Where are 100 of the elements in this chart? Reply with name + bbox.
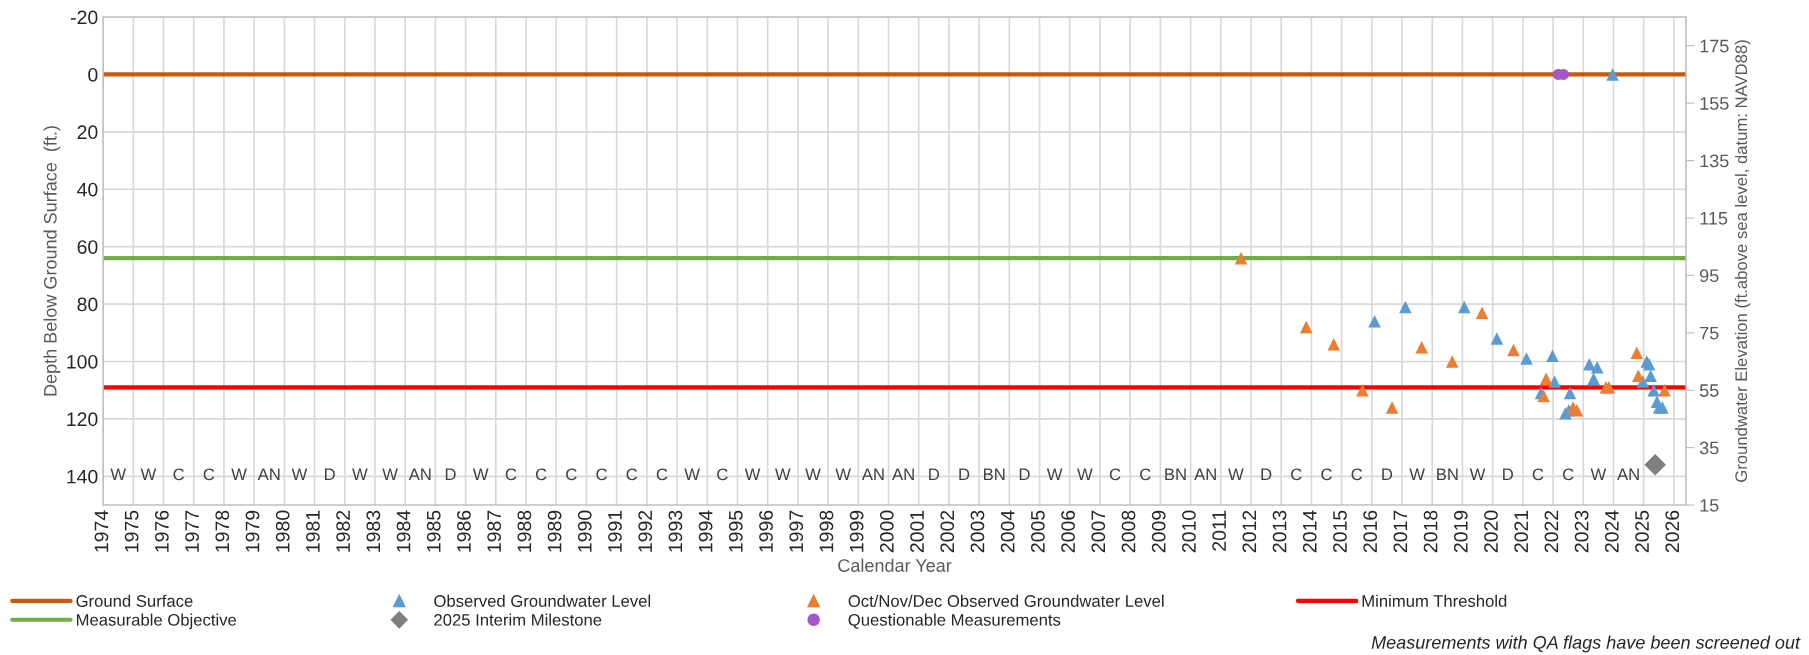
x-tick-label: 1983 (366, 510, 381, 552)
point (1234, 251, 1248, 265)
y2-tick-label: 75 (1700, 326, 1719, 340)
point (1520, 352, 1533, 365)
annotation: C (1140, 468, 1151, 481)
point (1507, 343, 1520, 357)
annotation: D (1503, 468, 1513, 481)
y-tick-label: 140 (67, 469, 98, 484)
point (1658, 383, 1671, 397)
annotation: C (1563, 468, 1574, 481)
y-tick-label: -20 (71, 10, 98, 25)
point (1548, 375, 1561, 388)
annotation: D (959, 468, 970, 481)
x-tick-label: 2017 (1393, 510, 1408, 553)
x-tick-label: 2012 (1242, 510, 1257, 553)
point (1644, 369, 1657, 383)
annotation: W (1077, 468, 1093, 481)
x-tick-label: 2023 (1574, 510, 1589, 553)
x-tick-label: 1992 (638, 510, 653, 552)
point (1300, 320, 1313, 334)
x-tick-label: 1996 (759, 510, 773, 552)
y-tick-label: 20 (77, 125, 98, 140)
y2-tick-label: 35 (1699, 441, 1719, 455)
point (1647, 383, 1660, 397)
annotation: C (1109, 468, 1121, 481)
y2-axis-title: Groundwater Elevation (ft.above sea level, datum: NAVD88) (1734, 40, 1751, 482)
y-tick-label: 80 (77, 297, 98, 312)
x-tick-label: 1981 (306, 510, 320, 552)
x-tick-label: 1991 (608, 510, 622, 552)
annotation: W (1228, 468, 1244, 481)
x-tick-label: 2005 (1031, 510, 1045, 553)
annotation: W (382, 468, 398, 481)
x-tick-label: 1989 (547, 510, 562, 552)
annotation: W (472, 468, 489, 481)
annotation: C (626, 468, 638, 481)
annotation: D (325, 468, 335, 481)
annotation: W (1409, 468, 1425, 481)
point (1356, 383, 1369, 397)
x-tick-label: 1979 (245, 510, 260, 552)
point (1327, 338, 1341, 351)
annotation: D (1261, 468, 1272, 481)
x-tick-label: 2013 (1272, 510, 1287, 553)
annotation: C (505, 468, 517, 481)
x-tick-label: 1985 (426, 510, 441, 552)
annotation: W (352, 468, 368, 481)
annotation: W (291, 468, 308, 481)
x-tick-label: 1990 (577, 510, 592, 552)
annotation: W (1469, 468, 1486, 481)
text: Measurements with QA flags have been screened out (1371, 635, 1801, 653)
annotation: AN (1194, 468, 1216, 481)
legend-label: Minimum Threshold (1362, 594, 1507, 607)
annotation: AN (408, 468, 431, 481)
x-tick-label: 1993 (668, 510, 683, 552)
x-tick-label: 1999 (849, 510, 864, 552)
point (1570, 404, 1584, 417)
x-tick-label: 2008 (1121, 510, 1136, 553)
x-tick-label: 1980 (275, 510, 290, 552)
y-tick-label: 120 (67, 412, 98, 427)
x-tick-label: 2001 (910, 510, 924, 553)
point (1563, 386, 1577, 400)
x-tick-label: 2007 (1091, 510, 1106, 553)
x-tick-label: 2024 (1604, 510, 1619, 553)
x-tick-label: 1995 (728, 510, 743, 552)
x-tick-label: 2026 (1665, 510, 1680, 553)
x-tick-label: 2003 (970, 510, 985, 553)
point (1606, 68, 1619, 81)
x-tick-label: 1982 (336, 510, 350, 552)
legend-label: Measurable Objective (76, 613, 237, 630)
x-tick-label: 2009 (1151, 510, 1166, 553)
y2-tick-label: 95 (1700, 269, 1719, 283)
annotation: W (684, 468, 700, 481)
legend-label: 2025 Interim Milestone (434, 613, 602, 626)
x-tick-label: 1988 (517, 510, 532, 552)
annotation: AN (861, 468, 884, 481)
annotation: C (1532, 468, 1544, 481)
y2-tick-label: 175 (1700, 39, 1729, 53)
annotation: C (535, 468, 547, 481)
annotation: D (929, 468, 940, 481)
x-tick-label: 2025 (1635, 510, 1649, 553)
legend-label: Ground Surface (76, 594, 193, 607)
point (1445, 355, 1459, 368)
point (1458, 300, 1471, 314)
annotation: W (805, 468, 821, 481)
point (1490, 332, 1504, 345)
point (1399, 300, 1412, 314)
annotation: W (744, 468, 761, 481)
point (1630, 346, 1643, 360)
point (1415, 340, 1428, 354)
annotation: C (1321, 468, 1332, 481)
point (1368, 315, 1381, 328)
annotation: C (596, 468, 607, 481)
y-tick-label: 100 (67, 354, 98, 369)
point (1644, 454, 1666, 476)
x-tick-label: 1987 (487, 510, 502, 552)
x-tick-label: 1998 (819, 510, 834, 552)
x-tick-label: 1976 (154, 510, 169, 552)
x-tick-label: 1997 (789, 510, 804, 552)
x-tick-label: 2016 (1363, 510, 1378, 553)
x-tick-label: 1986 (457, 510, 471, 552)
annotation: W (140, 468, 157, 481)
